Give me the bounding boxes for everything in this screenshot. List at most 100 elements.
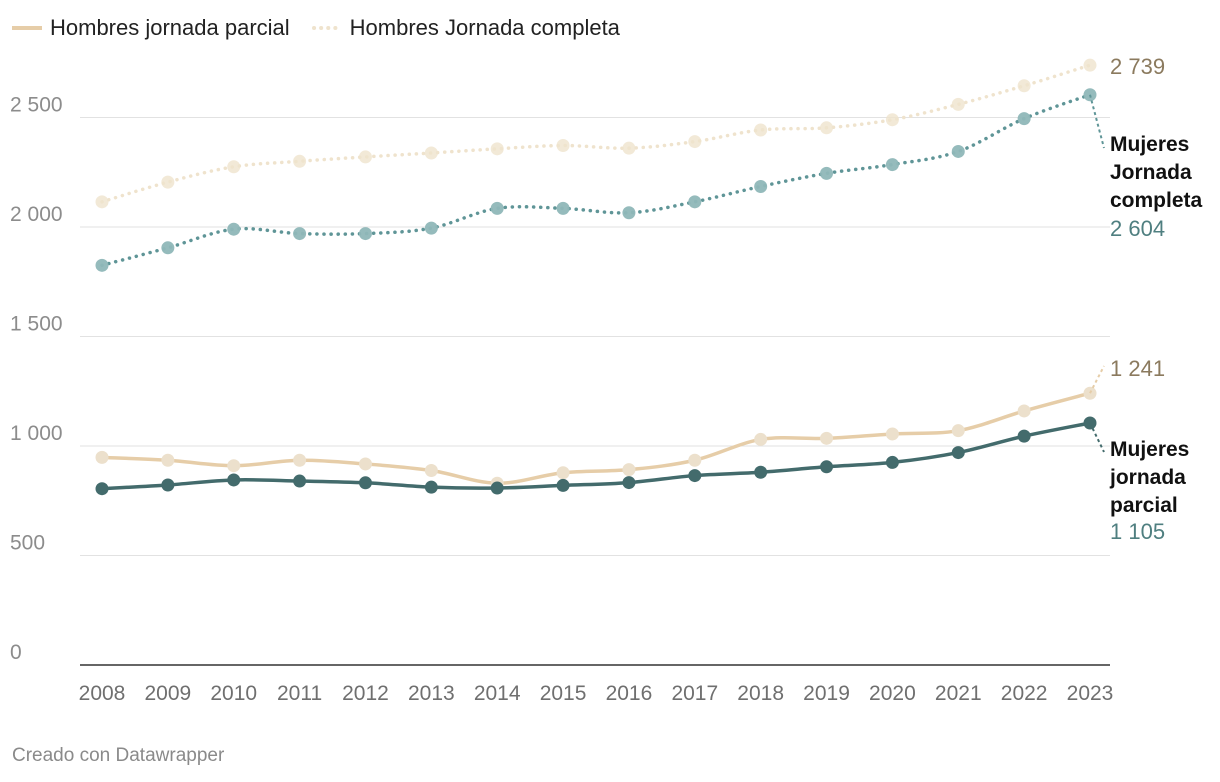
x-tick-label: 2018 bbox=[737, 682, 784, 705]
x-tick-label: 2013 bbox=[408, 682, 455, 705]
point-mujeres-completa-2015[interactable] bbox=[556, 201, 570, 215]
legend-swatch-dotted bbox=[311, 26, 342, 30]
point-mujeres-parcial-2009[interactable] bbox=[161, 478, 175, 492]
point-mujeres-completa-2019[interactable] bbox=[820, 166, 834, 180]
point-hombres-completa-2012[interactable] bbox=[358, 150, 372, 164]
point-hombres-completa-2018[interactable] bbox=[754, 123, 768, 137]
point-hombres-parcial-2015[interactable] bbox=[556, 466, 570, 480]
x-tick-label: 2015 bbox=[540, 682, 587, 705]
point-hombres-completa-2021[interactable] bbox=[951, 97, 965, 111]
legend-swatch-solid bbox=[12, 26, 42, 30]
point-hombres-completa-2023[interactable] bbox=[1083, 58, 1097, 72]
point-mujeres-completa-2021[interactable] bbox=[951, 144, 965, 158]
point-mujeres-completa-2011[interactable] bbox=[293, 227, 307, 241]
point-mujeres-parcial-2022[interactable] bbox=[1017, 429, 1031, 443]
point-mujeres-completa-2008[interactable] bbox=[95, 258, 109, 272]
point-hombres-parcial-2022[interactable] bbox=[1017, 404, 1031, 418]
y-tick-label: 2 000 bbox=[10, 203, 63, 226]
point-mujeres-parcial-2012[interactable] bbox=[358, 476, 372, 490]
series-line-mujeres-parcial bbox=[100, 421, 1092, 491]
point-mujeres-parcial-2021[interactable] bbox=[951, 446, 965, 460]
point-hombres-completa-2011[interactable] bbox=[293, 154, 307, 168]
point-mujeres-completa-2016[interactable] bbox=[622, 206, 636, 220]
point-mujeres-parcial-2020[interactable] bbox=[885, 455, 899, 469]
point-hombres-parcial-2021[interactable] bbox=[951, 424, 965, 438]
footer-credit: Creado con Datawrapper bbox=[12, 745, 225, 766]
point-mujeres-parcial-2017[interactable] bbox=[688, 469, 702, 483]
y-tick-label: 1 000 bbox=[10, 422, 63, 445]
point-hombres-completa-2015[interactable] bbox=[556, 139, 570, 153]
point-mujeres-parcial-2010[interactable] bbox=[227, 473, 241, 487]
x-axis-ticks: 2008 2009 2010 2011 2012 2013 2014 2015 2016 2017… bbox=[79, 682, 1114, 705]
point-mujeres-completa-2018[interactable] bbox=[754, 179, 768, 193]
end-label-mujeres-parcial-line: parcial bbox=[1110, 494, 1178, 517]
point-mujeres-parcial-2014[interactable] bbox=[490, 481, 504, 495]
end-label-mujeres-completa-line: Mujeres bbox=[1110, 133, 1189, 156]
point-mujeres-completa-2013[interactable] bbox=[424, 221, 438, 235]
end-labels: 2 739 Mujeres Jornada completa 2 604 1 241 Muj… bbox=[1089, 54, 1203, 544]
point-hombres-completa-2009[interactable] bbox=[161, 175, 175, 189]
series-line-hombres-parcial bbox=[100, 391, 1092, 485]
end-label-mujeres-parcial-line: jornada bbox=[1109, 466, 1186, 489]
leader-line-mujeres-completa bbox=[1089, 94, 1105, 149]
point-hombres-parcial-2010[interactable] bbox=[227, 459, 241, 473]
x-tick-label: 2016 bbox=[606, 682, 653, 705]
x-tick-label: 2008 bbox=[79, 682, 126, 705]
point-mujeres-completa-2017[interactable] bbox=[688, 195, 702, 209]
point-mujeres-parcial-2016[interactable] bbox=[622, 476, 636, 490]
point-hombres-completa-2008[interactable] bbox=[95, 195, 109, 209]
y-tick-label: 2 500 bbox=[10, 94, 63, 117]
x-tick-label: 2012 bbox=[342, 682, 389, 705]
point-hombres-completa-2016[interactable] bbox=[622, 141, 636, 155]
point-hombres-completa-2020[interactable] bbox=[885, 113, 899, 127]
y-tick-label: 500 bbox=[10, 532, 45, 555]
point-mujeres-completa-2020[interactable] bbox=[885, 158, 899, 172]
point-hombres-parcial-2013[interactable] bbox=[424, 464, 438, 478]
y-tick-label: 0 bbox=[10, 641, 22, 664]
point-hombres-completa-2019[interactable] bbox=[820, 121, 834, 135]
y-axis-ticks: 0 500 1 000 1 500 2 000 2 500 bbox=[10, 94, 63, 665]
point-hombres-parcial-2019[interactable] bbox=[820, 431, 834, 445]
series-line-mujeres-completa bbox=[100, 92, 1092, 268]
legend: Hombres jornada parcial Hombres Jornada … bbox=[12, 12, 642, 44]
point-mujeres-completa-2014[interactable] bbox=[490, 201, 504, 215]
grid-layer bbox=[80, 117, 1110, 666]
point-mujeres-completa-2022[interactable] bbox=[1017, 112, 1031, 126]
x-tick-label: 2022 bbox=[1001, 682, 1048, 705]
point-hombres-parcial-2016[interactable] bbox=[622, 463, 636, 477]
legend-item-hombres-parcial[interactable]: Hombres jornada parcial bbox=[12, 15, 290, 41]
point-mujeres-parcial-2011[interactable] bbox=[293, 474, 307, 488]
point-mujeres-parcial-2018[interactable] bbox=[754, 465, 768, 479]
point-hombres-completa-2022[interactable] bbox=[1017, 79, 1031, 93]
point-hombres-parcial-2008[interactable] bbox=[95, 450, 109, 464]
series-layer bbox=[95, 58, 1097, 496]
point-hombres-parcial-2011[interactable] bbox=[293, 453, 307, 467]
x-tick-label: 2010 bbox=[210, 682, 257, 705]
point-mujeres-parcial-2019[interactable] bbox=[820, 460, 834, 474]
x-tick-label: 2023 bbox=[1067, 682, 1114, 705]
x-tick-label: 2014 bbox=[474, 682, 521, 705]
point-mujeres-parcial-2013[interactable] bbox=[424, 480, 438, 494]
point-hombres-completa-2010[interactable] bbox=[227, 160, 241, 174]
point-mujeres-parcial-2015[interactable] bbox=[556, 478, 570, 492]
end-value-hombres-parcial: 1 241 bbox=[1110, 356, 1165, 381]
point-hombres-parcial-2020[interactable] bbox=[885, 427, 899, 441]
series-mujeres-completa bbox=[95, 88, 1097, 272]
point-mujeres-parcial-2008[interactable] bbox=[95, 482, 109, 496]
point-mujeres-completa-2010[interactable] bbox=[227, 222, 241, 236]
point-hombres-completa-2013[interactable] bbox=[424, 146, 438, 160]
point-hombres-completa-2017[interactable] bbox=[688, 135, 702, 149]
point-hombres-parcial-2012[interactable] bbox=[358, 457, 372, 471]
point-mujeres-completa-2012[interactable] bbox=[358, 227, 372, 241]
x-tick-label: 2011 bbox=[277, 682, 322, 705]
legend-label-hombres-parcial: Hombres jornada parcial bbox=[50, 15, 290, 40]
series-hombres-parcial bbox=[95, 386, 1097, 490]
point-hombres-completa-2014[interactable] bbox=[490, 142, 504, 156]
point-hombres-parcial-2017[interactable] bbox=[688, 453, 702, 467]
end-value-mujeres-parcial: 1 105 bbox=[1110, 519, 1165, 544]
legend-item-hombres-completa[interactable]: Hombres Jornada completa bbox=[311, 15, 620, 41]
point-hombres-parcial-2009[interactable] bbox=[161, 453, 175, 467]
point-hombres-parcial-2018[interactable] bbox=[754, 432, 768, 446]
point-mujeres-completa-2009[interactable] bbox=[161, 241, 175, 255]
